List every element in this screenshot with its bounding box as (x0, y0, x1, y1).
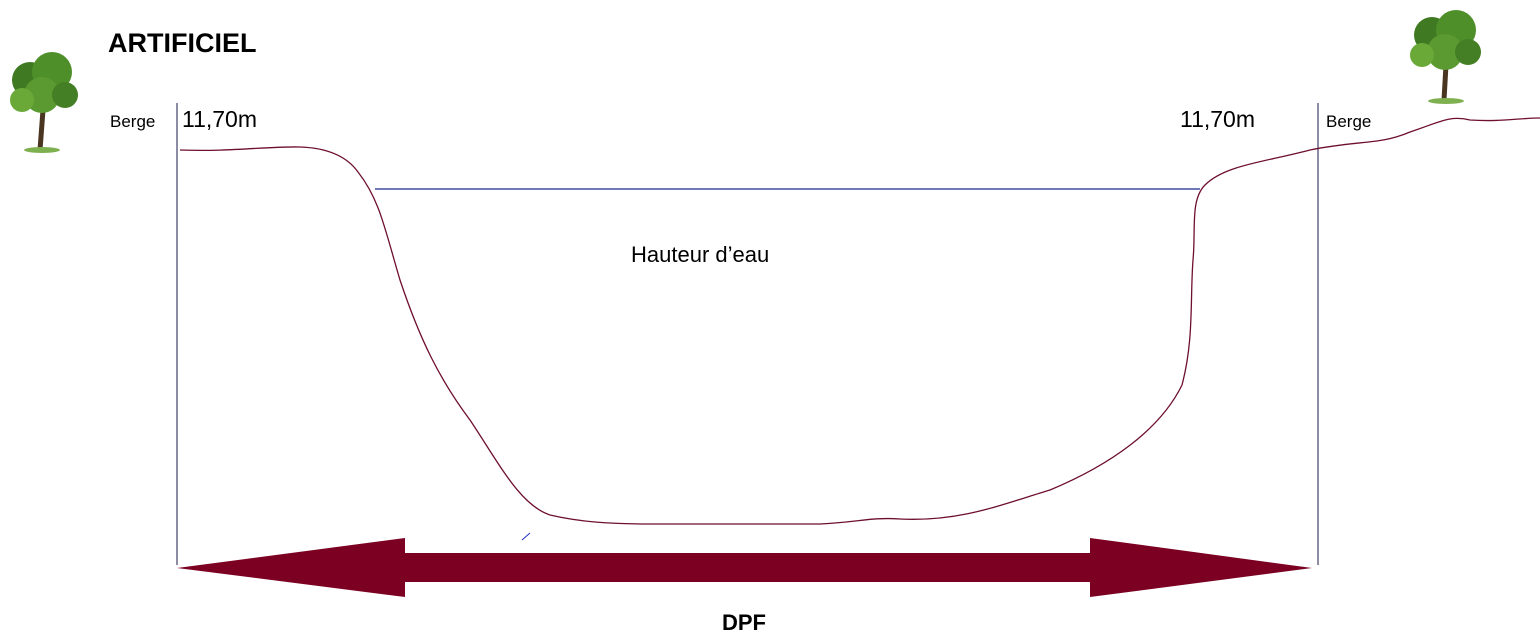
bank-height: 11,70m (1180, 106, 1255, 132)
tree-left (10, 52, 78, 153)
bank-label: Berge (1326, 112, 1371, 131)
bank-label: Berge (110, 112, 155, 131)
tree-right (1410, 10, 1481, 104)
width-label: DPF (722, 610, 766, 635)
width-arrow (177, 538, 1312, 597)
title: ARTIFICIEL (108, 28, 257, 58)
water-label: Hauteur d’eau (631, 242, 769, 267)
bank-height: 11,70m (182, 106, 257, 132)
stray-mark (522, 533, 530, 540)
riverbed-profile (180, 118, 1540, 524)
diagram: ARTIFICIEL Berge 11,70m 11,70m Berge Hau… (0, 0, 1540, 637)
